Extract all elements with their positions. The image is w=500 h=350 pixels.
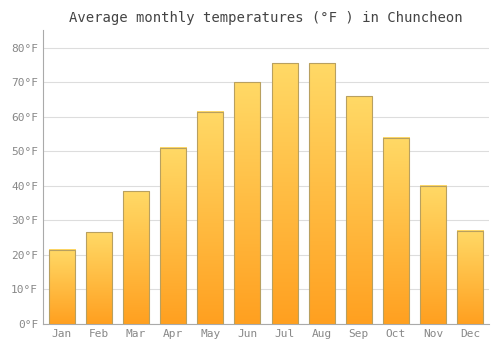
Bar bbox=[48, 250, 74, 324]
Bar bbox=[48, 250, 74, 324]
Bar bbox=[123, 191, 149, 324]
Bar bbox=[420, 186, 446, 324]
Bar bbox=[86, 232, 112, 324]
Bar bbox=[420, 186, 446, 324]
Bar bbox=[308, 63, 334, 324]
Bar bbox=[383, 138, 409, 324]
Bar bbox=[458, 231, 483, 324]
Bar bbox=[346, 96, 372, 324]
Bar bbox=[160, 148, 186, 324]
Bar bbox=[197, 112, 223, 324]
Title: Average monthly temperatures (°F ) in Chuncheon: Average monthly temperatures (°F ) in Ch… bbox=[69, 11, 462, 25]
Bar bbox=[346, 96, 372, 324]
Bar bbox=[234, 82, 260, 324]
Bar bbox=[234, 82, 260, 324]
Bar bbox=[272, 63, 297, 324]
Bar bbox=[123, 191, 149, 324]
Bar bbox=[197, 112, 223, 324]
Bar bbox=[272, 63, 297, 324]
Bar bbox=[160, 148, 186, 324]
Bar bbox=[86, 232, 112, 324]
Bar bbox=[383, 138, 409, 324]
Bar bbox=[308, 63, 334, 324]
Bar bbox=[458, 231, 483, 324]
